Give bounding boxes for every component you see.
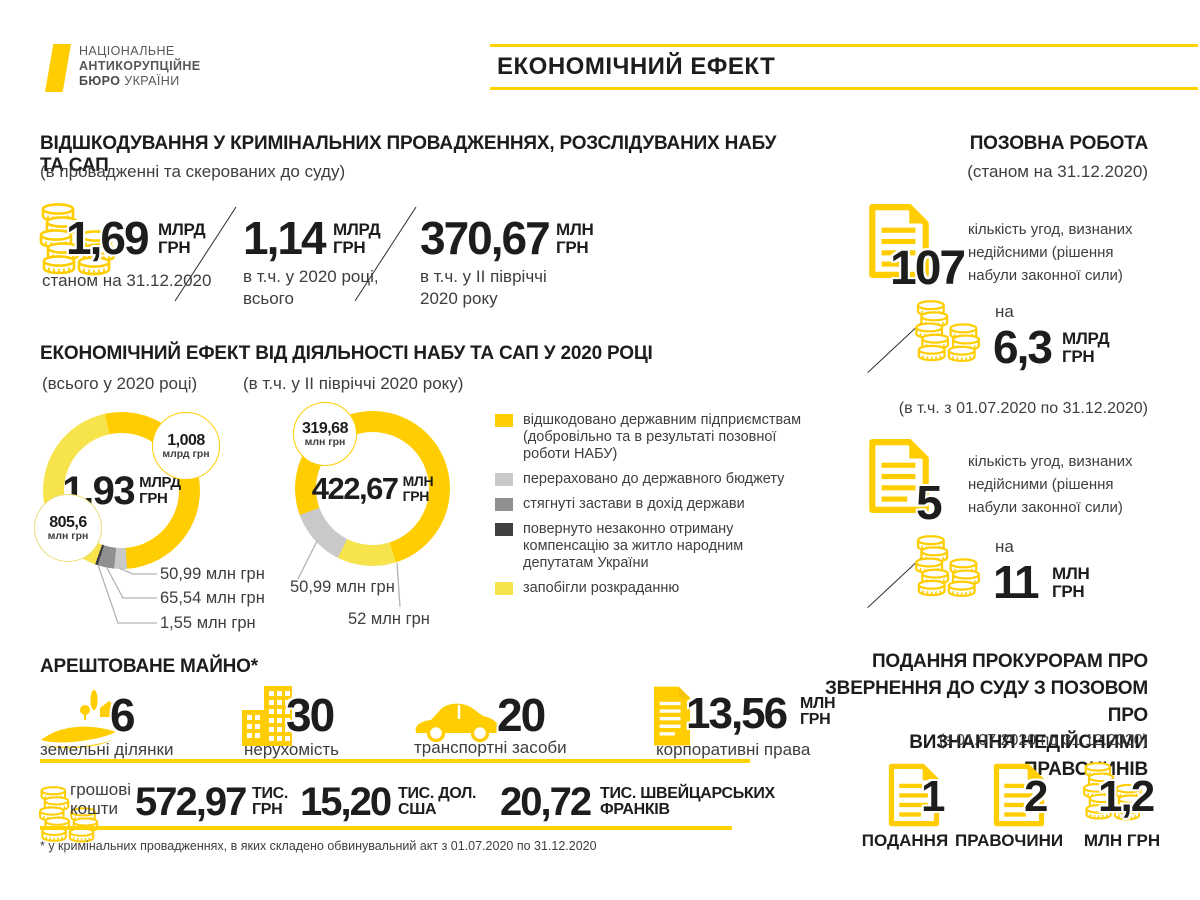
donut-bubble-state-enterprises: 1,008 млрд грн	[152, 412, 220, 480]
submissions-title: ПОДАННЯ ПРОКУРОРАМ ПРО ЗВЕРНЕННЯ ДО СУДУ…	[824, 651, 1148, 780]
logo-line-2: АНТИКОРУПЦІЙНЕ	[79, 59, 201, 73]
donut-legend: відшкодовано державним підприємствам (до…	[495, 412, 805, 605]
donut-center-value: 422,67 МЛН ГРН	[311, 471, 434, 506]
title-rule-top	[490, 44, 1198, 47]
lawsuit-amount-1: 6,3	[993, 321, 1053, 373]
donut1-callout-budget: 50,99 млн грн	[160, 565, 265, 583]
seized-corporate-label: корпоративні права	[656, 740, 811, 759]
lawsuit-desc-2: кількість угод, визнаних недійсними (ріш…	[968, 453, 1133, 516]
submissions-label: ПОДАННЯ	[861, 831, 949, 850]
money-usd-unit: ТИС. ДОЛ. США	[398, 785, 477, 818]
stat-recovered-h2-caption: в т.ч. у ІІ півріччі 2020 року	[420, 267, 547, 308]
lawsuit-subtitle: (станом на 31.12.2020)	[967, 162, 1148, 181]
money-chf-value: 20,72	[500, 780, 592, 824]
money-usd-value: 15,20	[300, 780, 392, 824]
coins-icon	[912, 535, 984, 602]
lawsuit-title: ПОЗОВНА РОБОТА	[969, 133, 1148, 154]
legend-swatch-gold	[495, 414, 513, 427]
seized-divider-top	[40, 759, 750, 763]
legend-item: перераховано до державного бюджету	[495, 471, 805, 488]
logo-line-1: НАЦІОНАЛЬНЕ	[79, 44, 175, 58]
seized-vehicles-label: транспортні засоби	[414, 738, 567, 757]
donut-chart-2020-total: 1,93 МЛРД ГРН 1,008 млрд грн 805,6 млн г…	[34, 412, 220, 624]
seized-land-label: земельні ділянки	[40, 740, 174, 759]
stat-recovered-2020-caption: в т.ч. у 2020 році, всього	[243, 267, 379, 308]
donut2-callout-budget: 50,99 млн грн	[290, 578, 395, 596]
lawsuit-prefix-2: на	[995, 537, 1014, 556]
seized-realestate-value: 30	[286, 689, 335, 741]
nabu-logo-mark	[45, 44, 71, 92]
stat-recovered-h2-unit: МЛН ГРН	[556, 220, 594, 257]
lawsuit-count-107: 107	[890, 242, 966, 295]
effect-title: ЕКОНОМІЧНИЙ ЕФЕКТ ВІД ДІЯЛЬНОСТІ НАБУ ТА…	[40, 343, 653, 364]
donut2-callout-prevented: 52 млн грн	[348, 610, 430, 628]
legend-item: стягнуті застави в дохід держави	[495, 496, 805, 513]
legend-swatch-dark-gray	[495, 523, 513, 536]
donut-chart-h2-2020: 422,67 МЛН ГРН 319,68 млн грн	[293, 402, 450, 608]
legend-swatch-light-gray	[495, 473, 513, 486]
title-rule-bottom	[490, 87, 1198, 90]
seized-vehicles-value: 20	[497, 689, 546, 741]
deeds-label: ПРАВОЧИНИ	[955, 831, 1064, 850]
car-icon	[413, 701, 501, 742]
lawsuit-amount-1-unit: МЛРД ГРН	[1062, 329, 1110, 366]
deeds-amount: 1,2	[1098, 772, 1155, 821]
lawsuit-amount-2: 11	[993, 556, 1040, 608]
stat-recovered-total-caption: станом на 31.12.2020	[42, 271, 212, 290]
page-title: ЕКОНОМІЧНИЙ ЕФЕКТ	[497, 53, 776, 80]
donut-callout-lines	[97, 564, 157, 624]
compensation-title: ВІДШКОДУВАННЯ У КРИМІНАЛЬНИХ ПРОВАДЖЕННЯ…	[40, 133, 777, 176]
lawsuit-prefix-1: на	[995, 302, 1014, 321]
seized-footnote: * у кримінальних провадженнях, в яких ск…	[40, 839, 597, 853]
donut1-callout-bail: 65,54 млн грн	[160, 589, 265, 607]
legend-item: запобігли розкраданню	[495, 580, 805, 597]
legend-swatch-mid-gray	[495, 498, 513, 511]
effect-subtitle-right: (в т.ч. у ІІ півріччі 2020 року)	[243, 374, 464, 393]
donut-callout-lines	[297, 540, 401, 608]
lawsuit-amount-2-unit: МЛН ГРН	[1052, 564, 1090, 601]
seized-realestate-label: нерухомість	[244, 740, 339, 759]
effect-subtitle-left: (всього у 2020 році)	[42, 374, 198, 393]
money-chf-unit: ТИС. ШВЕЙЦАРСЬКИХ ФРАНКІВ	[600, 785, 775, 818]
money-uah-unit: ТИС. ГРН	[252, 785, 289, 818]
legend-swatch-pale-yellow	[495, 582, 513, 595]
stat-recovered-2020-value: 1,14	[243, 212, 327, 264]
seized-divider-bottom	[40, 826, 732, 830]
coins-icon	[912, 300, 984, 367]
money-label: грошові кошти	[70, 780, 132, 818]
stat-recovered-2020-unit: МЛРД ГРН	[333, 220, 381, 257]
lawsuit-count-5: 5	[916, 477, 943, 530]
logo-line-3: БЮРО УКРАЇНИ	[79, 74, 180, 88]
donut1-callout-compensation: 1,55 млн грн	[160, 614, 256, 632]
money-uah-value: 572,97	[135, 780, 247, 824]
seized-corporate-value: 13,56	[686, 689, 788, 738]
deeds-count: 2	[1024, 772, 1049, 821]
deeds-amount-unit: МЛН ГРН	[1083, 831, 1161, 850]
nabu-logo-text: НАЦІОНАЛЬНЕ АНТИКОРУПЦІЙНЕ БЮРО УКРАЇНИ	[79, 44, 201, 89]
seized-title: АРЕШТОВАНЕ МАЙНО*	[40, 656, 258, 677]
compensation-subtitle: (в провадженні та скерованих до суду)	[40, 162, 346, 181]
stat-recovered-total-unit: МЛРД ГРН	[158, 220, 206, 257]
lawsuit-period-note: (в т.ч. з 01.07.2020 по 31.12.2020)	[898, 400, 1148, 417]
stat-recovered-total-value: 1,69	[66, 212, 150, 264]
donut-bubble-prevented: 805,6 млн грн	[34, 494, 102, 562]
seized-land-value: 6	[110, 689, 136, 741]
submissions-count: 1	[921, 772, 946, 821]
stat-recovered-h2-value: 370,67	[420, 212, 551, 264]
legend-item: відшкодовано державним підприємствам (до…	[495, 412, 805, 463]
legend-item: повернуто незаконно отриману компенсацію…	[495, 521, 805, 572]
lawsuit-desc-1: кількість угод, визнаних недійсними (ріш…	[968, 221, 1133, 284]
seized-corporate-unit: МЛН ГРН	[800, 695, 836, 728]
donut-bubble-state-enterprises: 319,68 млн грн	[293, 402, 357, 466]
submissions-subtitle: (з 01.07.2020 по 31.12.2020)	[938, 732, 1148, 749]
